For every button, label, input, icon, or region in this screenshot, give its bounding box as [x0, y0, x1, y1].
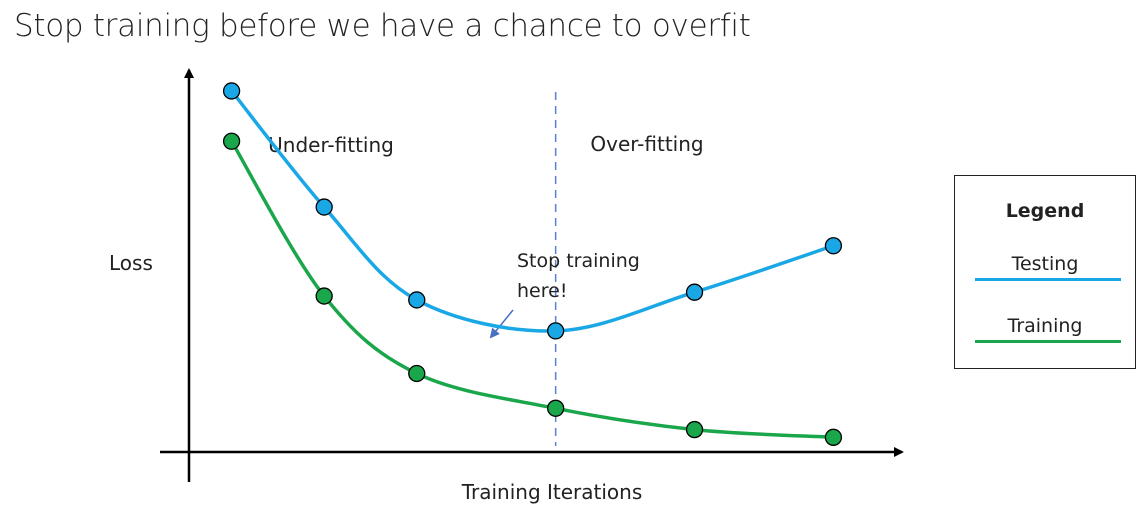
- x-axis-label: Training Iterations: [461, 480, 643, 504]
- legend: Legend Testing Training: [954, 175, 1136, 369]
- training-series-line: [230, 140, 834, 440]
- testing-point-1: [315, 198, 333, 216]
- region-label-underfitting: Under-fitting: [268, 133, 394, 157]
- series-layer: [222, 82, 843, 446]
- annotation-arrow: [489, 309, 514, 339]
- y-axis-label: Loss: [109, 251, 153, 275]
- legend-line-testing: [975, 278, 1121, 281]
- training-point-4: [685, 420, 704, 439]
- slide-title: Stop training before we have a chance to…: [14, 8, 751, 44]
- legend-title: Legend: [1005, 200, 1085, 222]
- testing-point-4: [685, 283, 704, 301]
- annotation-text-line1: Stop training: [517, 250, 640, 272]
- testing-point-0: [222, 82, 241, 100]
- training-point-0: [222, 132, 241, 150]
- annotation-text-line2: here!: [517, 280, 567, 302]
- legend-label-training: Training: [1007, 315, 1083, 337]
- training-point-5: [824, 428, 843, 446]
- testing-point-2: [408, 291, 426, 309]
- testing-point-5: [824, 237, 843, 255]
- legend-label-testing: Testing: [1011, 253, 1079, 275]
- testing-series-line: [230, 89, 834, 333]
- training-point-2: [408, 364, 426, 383]
- training-point-3: [546, 399, 565, 417]
- training-point-1: [315, 287, 333, 305]
- region-label-overfitting: Over-fitting: [590, 132, 703, 156]
- testing-point-3: [546, 322, 565, 340]
- legend-line-training: [975, 340, 1121, 343]
